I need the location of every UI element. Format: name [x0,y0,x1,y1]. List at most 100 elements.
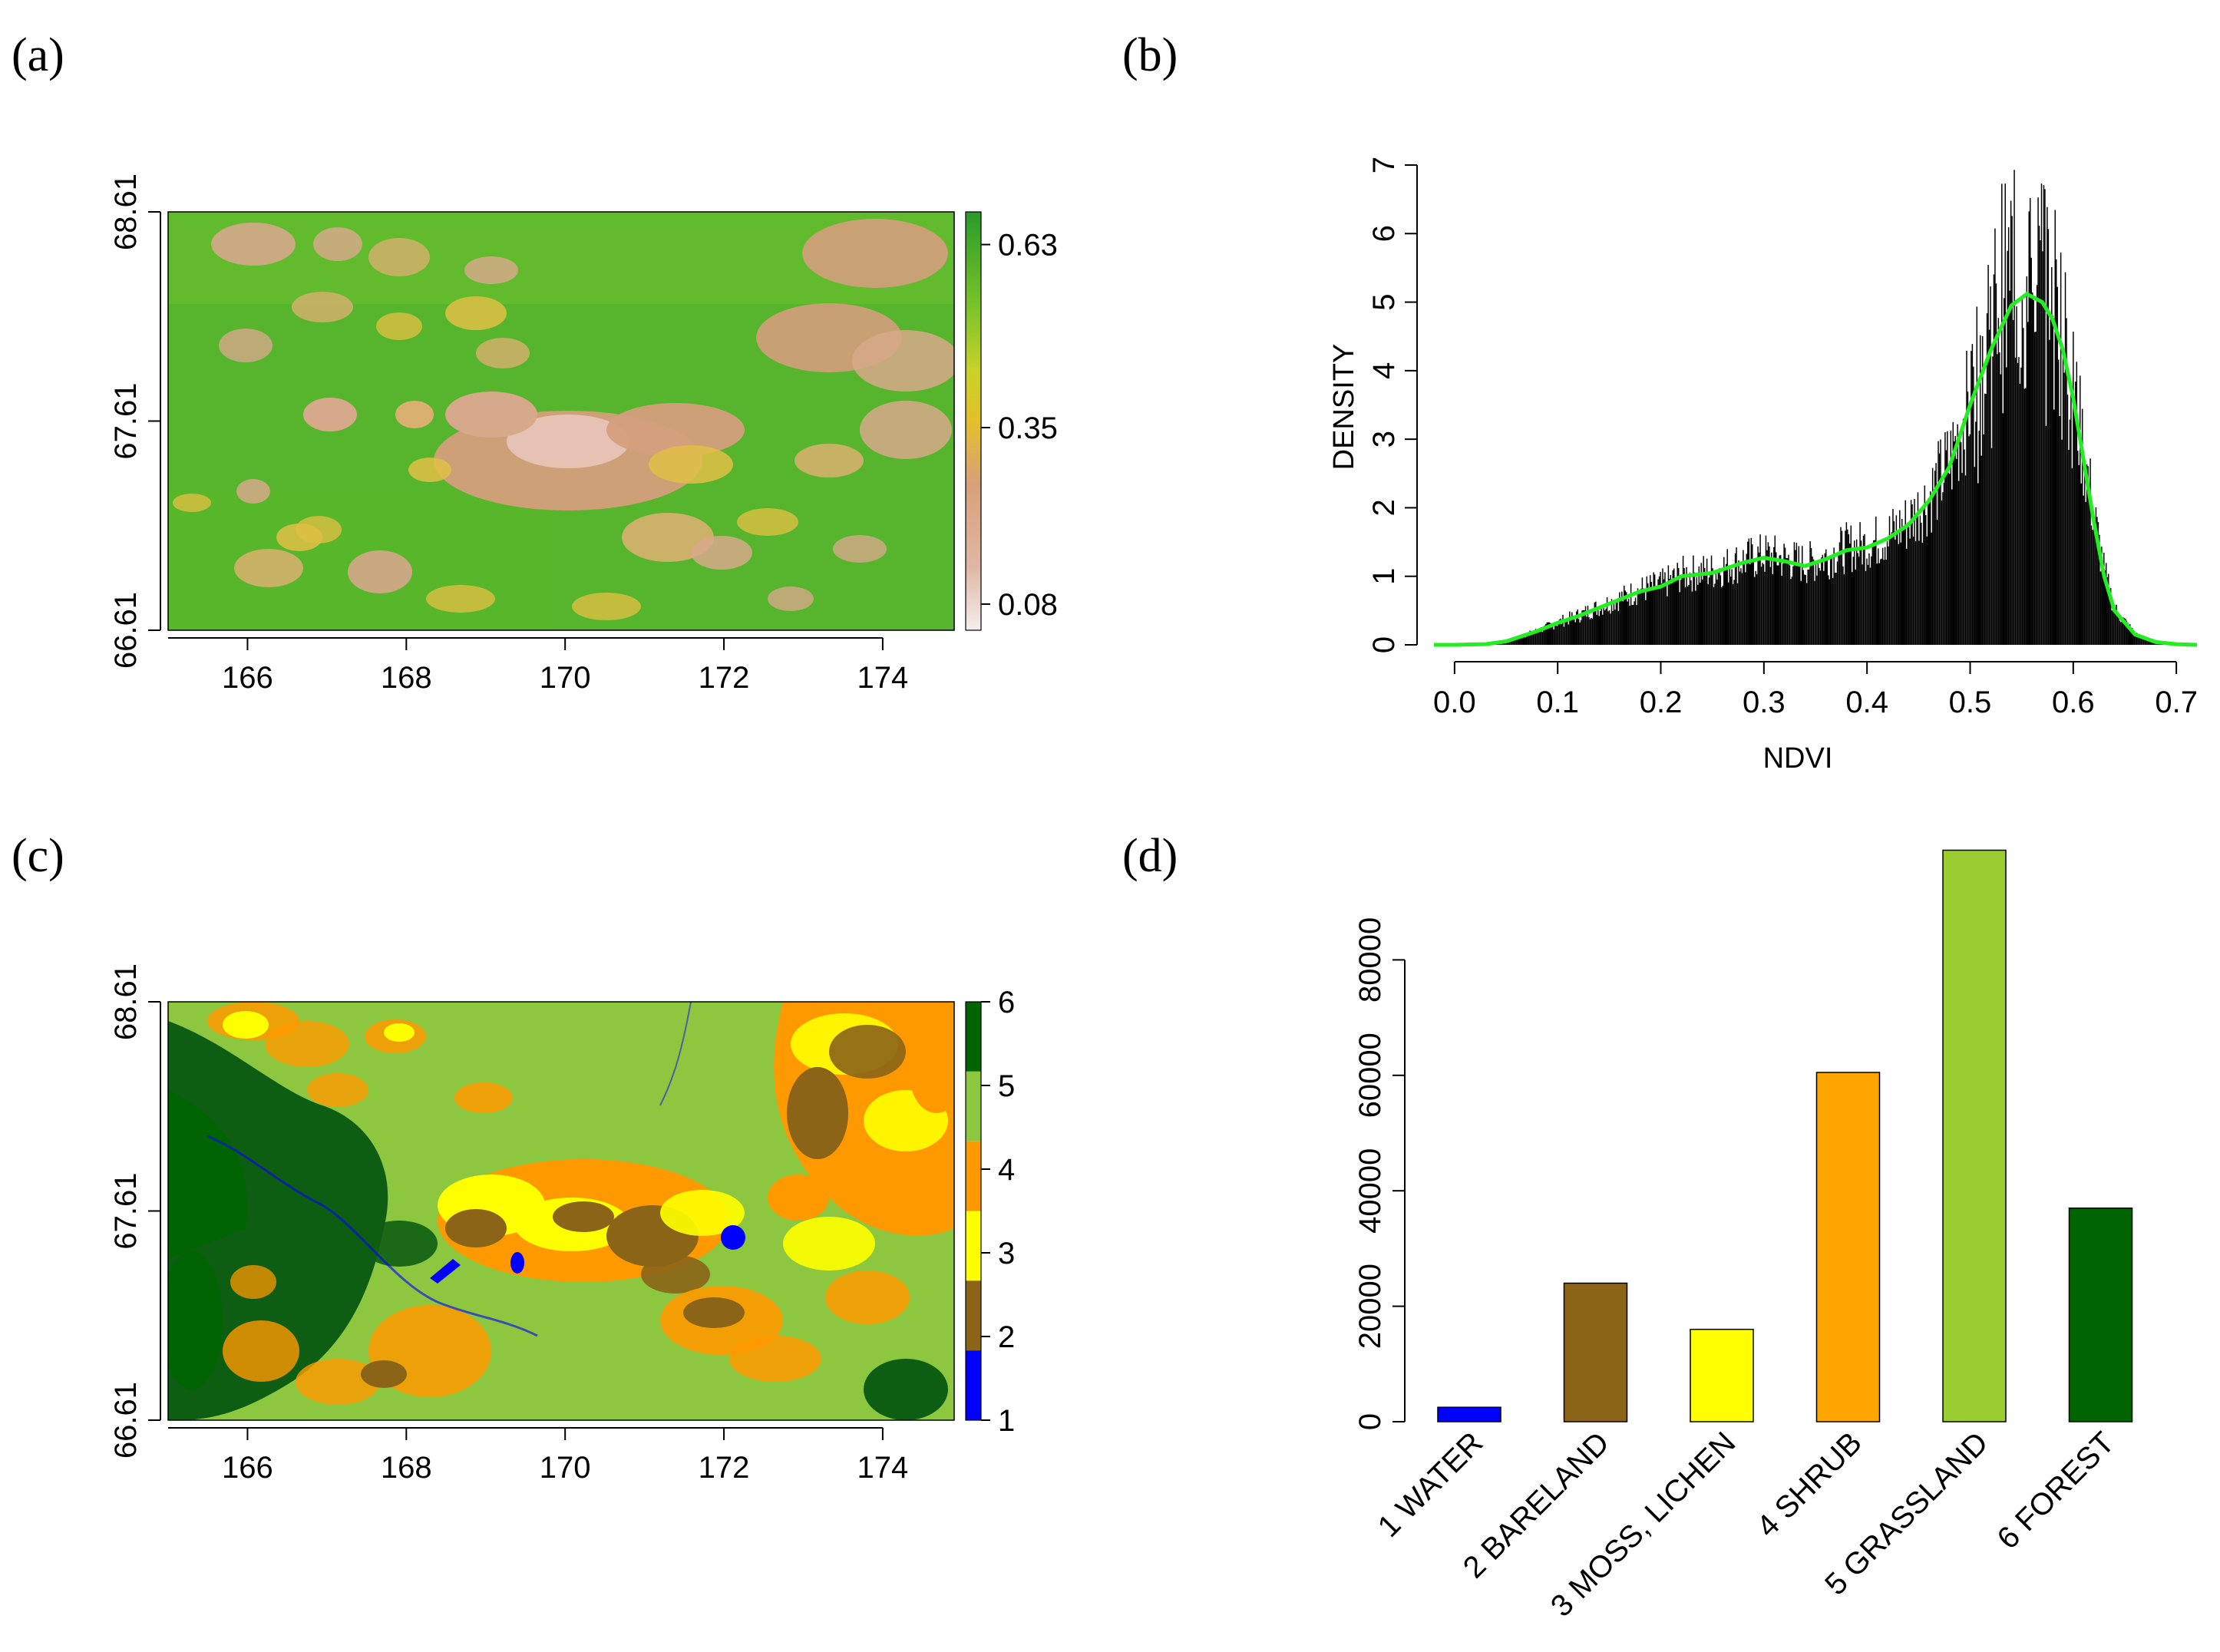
hist-bar [1762,563,1765,645]
legend-swatch-6 [966,1002,981,1072]
hist-bar [2010,200,2012,645]
hist-bar [1605,608,1607,645]
hist-bar [1532,632,1535,645]
hist-bar [2059,415,2060,645]
hist-bar [1959,438,1961,645]
panel-label-b: (b) [1122,29,1178,81]
hist-bar [1525,635,1528,645]
hist-bar [2125,619,2126,645]
hist-bar [2060,252,2062,645]
category-label: 6 FOREST [1990,1426,2120,1555]
hist-bar [1593,608,1594,645]
hist-bar [1619,592,1620,645]
hist-bar [1935,463,1937,645]
hist-bar [1700,563,1702,645]
x-tick-label: 0.6 [2052,686,2095,719]
hist-bar [1724,568,1726,645]
hist-bar [2057,359,2060,645]
hist-bar [1637,588,1639,645]
density-curve [1434,291,2198,647]
hist-bar [1859,522,1861,645]
hist-bar [1734,553,1736,645]
hist-bar [1858,557,1860,645]
hist-bar [2142,635,2145,645]
hist-bar [1832,578,1834,645]
hist-bar [1784,547,1786,645]
hist-bar [1716,579,1718,645]
hist-bar [2070,393,2072,645]
legend-swatch-5 [966,1071,981,1142]
hist-bar [1755,570,1756,645]
hist-bar [1924,485,1926,645]
hist-bar [2050,316,2052,645]
hist-bar [2135,636,2136,645]
hist-bar [1684,586,1686,645]
hist-bar [1677,567,1680,645]
hist-bar [1561,623,1563,645]
hist-bar [2007,227,2010,645]
hist-bar [1823,570,1825,645]
hist-bar [2086,464,2088,645]
y-tick-label: 20000 [1353,1264,1387,1349]
hist-bar [1969,434,1971,645]
hist-bar [1669,579,1670,645]
hist-bar [2021,297,2023,645]
hist-bar [1614,610,1616,645]
hist-bar [2103,552,2105,645]
legend-tick-label: 2 [998,1320,1015,1354]
hist-bar [1543,630,1544,645]
hist-bar [1800,580,1802,645]
y-tick-label: 60000 [1353,1032,1387,1118]
hist-bar [1643,588,1644,645]
hist-bar [2071,468,2073,645]
hist-bar [1708,577,1710,645]
hist-bar [1767,542,1769,645]
hist-bar [1721,587,1723,645]
hist-bar [2126,620,2128,645]
hist-bar [1923,507,1924,645]
hist-bar [1634,597,1637,645]
panel-label-d: (d) [1122,830,1178,882]
hist-bar [1632,605,1634,645]
hist-bar [1528,633,1530,645]
hist-bar [1662,568,1663,645]
hist-bar [1888,516,1891,645]
hist-bar [1879,559,1881,645]
hist-bar [1849,544,1851,645]
hist-bar [1562,614,1564,645]
hist-bar [1674,577,1676,645]
hist-bar [1893,520,1895,645]
hist-bar [1843,574,1845,645]
bar-6 [2068,1208,2133,1422]
legend-swatch-3 [966,1211,981,1281]
hist-bar [1961,473,1963,645]
hist-bar [1558,620,1561,645]
hist-bar [1789,565,1791,645]
hist-bar [1845,522,1848,645]
hist-bar [1519,636,1521,645]
hist-bar [1641,577,1644,645]
hist-bar [1506,641,1508,645]
hist-bar [1599,610,1601,645]
hist-bar [1795,543,1798,645]
hist-bar [1857,553,1858,645]
hist-bar [1620,599,1622,645]
hist-bar [1757,546,1759,645]
hist-bar [1717,573,1720,645]
hist-bar [1577,619,1580,645]
hist-bar [1745,572,1746,645]
hist-bar [1997,318,2000,645]
legend-tick-label: 0.63 [998,229,1058,263]
hist-bar [1746,553,1748,645]
hist-bar [2061,439,2063,645]
hist-bar [1653,574,1656,645]
hist-bar [1895,515,1898,645]
hist-bar [1829,555,1832,645]
x-tick-label: 0.3 [1743,686,1786,719]
hist-bar [1513,639,1515,645]
hist-bar [1697,584,1699,645]
hist-bar [2012,319,2014,645]
hist-bar [2038,225,2040,645]
hist-bar [1523,637,1525,645]
hist-bar [1521,637,1523,645]
